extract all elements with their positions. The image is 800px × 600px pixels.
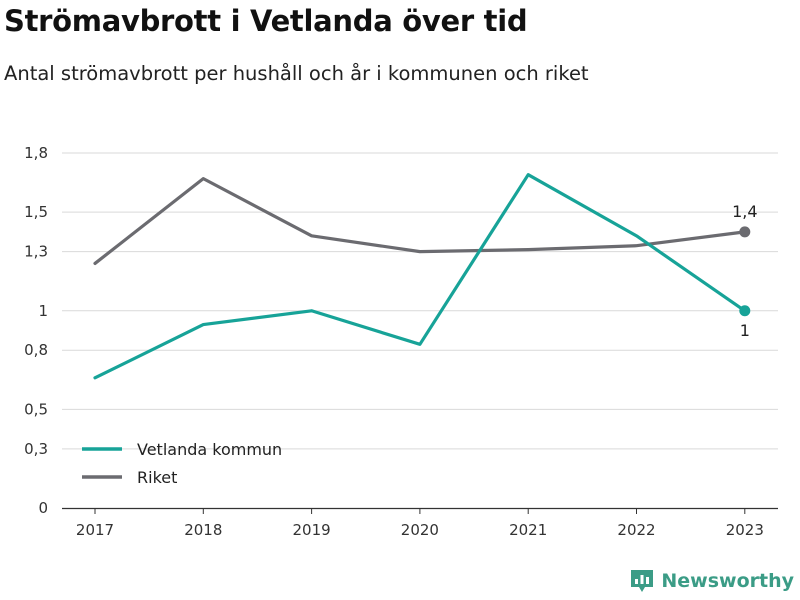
data-labels: 1,41 xyxy=(732,202,757,340)
data-label-vetlanda-kommun: 1 xyxy=(740,321,750,340)
page-subtitle: Antal strömavbrott per hushåll och år i … xyxy=(4,62,589,85)
x-tick-label: 2018 xyxy=(184,521,222,539)
x-tick-label: 2020 xyxy=(401,521,439,539)
x-tick-label: 2023 xyxy=(726,521,764,539)
page-title: Strömavbrott i Vetlanda över tid xyxy=(4,4,528,38)
end-point-vetlanda-kommun xyxy=(739,305,751,317)
series-line-riket xyxy=(93,177,747,266)
brand-logo: Newsworthy xyxy=(629,568,794,594)
y-tick-label: 0 xyxy=(38,499,48,517)
legend-label: Riket xyxy=(137,468,177,487)
axes: 0 0,3 0,5 0,8 1 1,3 1,5 1,8 2017 2018 2019 2020 2021… xyxy=(24,144,778,539)
brand-name: Newsworthy xyxy=(661,570,794,592)
x-tick-label: 2021 xyxy=(509,521,547,539)
x-tick-label: 2019 xyxy=(293,521,331,539)
y-tick-label: 0,3 xyxy=(24,440,48,458)
legend: Vetlanda kommun Riket xyxy=(82,440,282,487)
y-tick-label: 0,5 xyxy=(24,400,48,418)
y-tick-label: 1,3 xyxy=(24,243,48,261)
end-point-riket xyxy=(739,226,751,238)
x-tick-label: 2017 xyxy=(76,521,114,539)
grid-lines xyxy=(62,152,778,450)
y-tick-label: 1,5 xyxy=(24,203,48,221)
data-label-riket: 1,4 xyxy=(732,202,757,221)
y-tick-label: 0,8 xyxy=(24,341,48,359)
series-line-vetlanda-kommun xyxy=(93,173,747,380)
y-tick-label: 1,8 xyxy=(24,144,48,162)
x-tick-label: 2022 xyxy=(617,521,655,539)
series-lines xyxy=(93,173,751,380)
newsworthy-logo-icon xyxy=(631,570,654,592)
legend-label: Vetlanda kommun xyxy=(137,440,282,459)
y-tick-label: 1 xyxy=(38,302,48,320)
